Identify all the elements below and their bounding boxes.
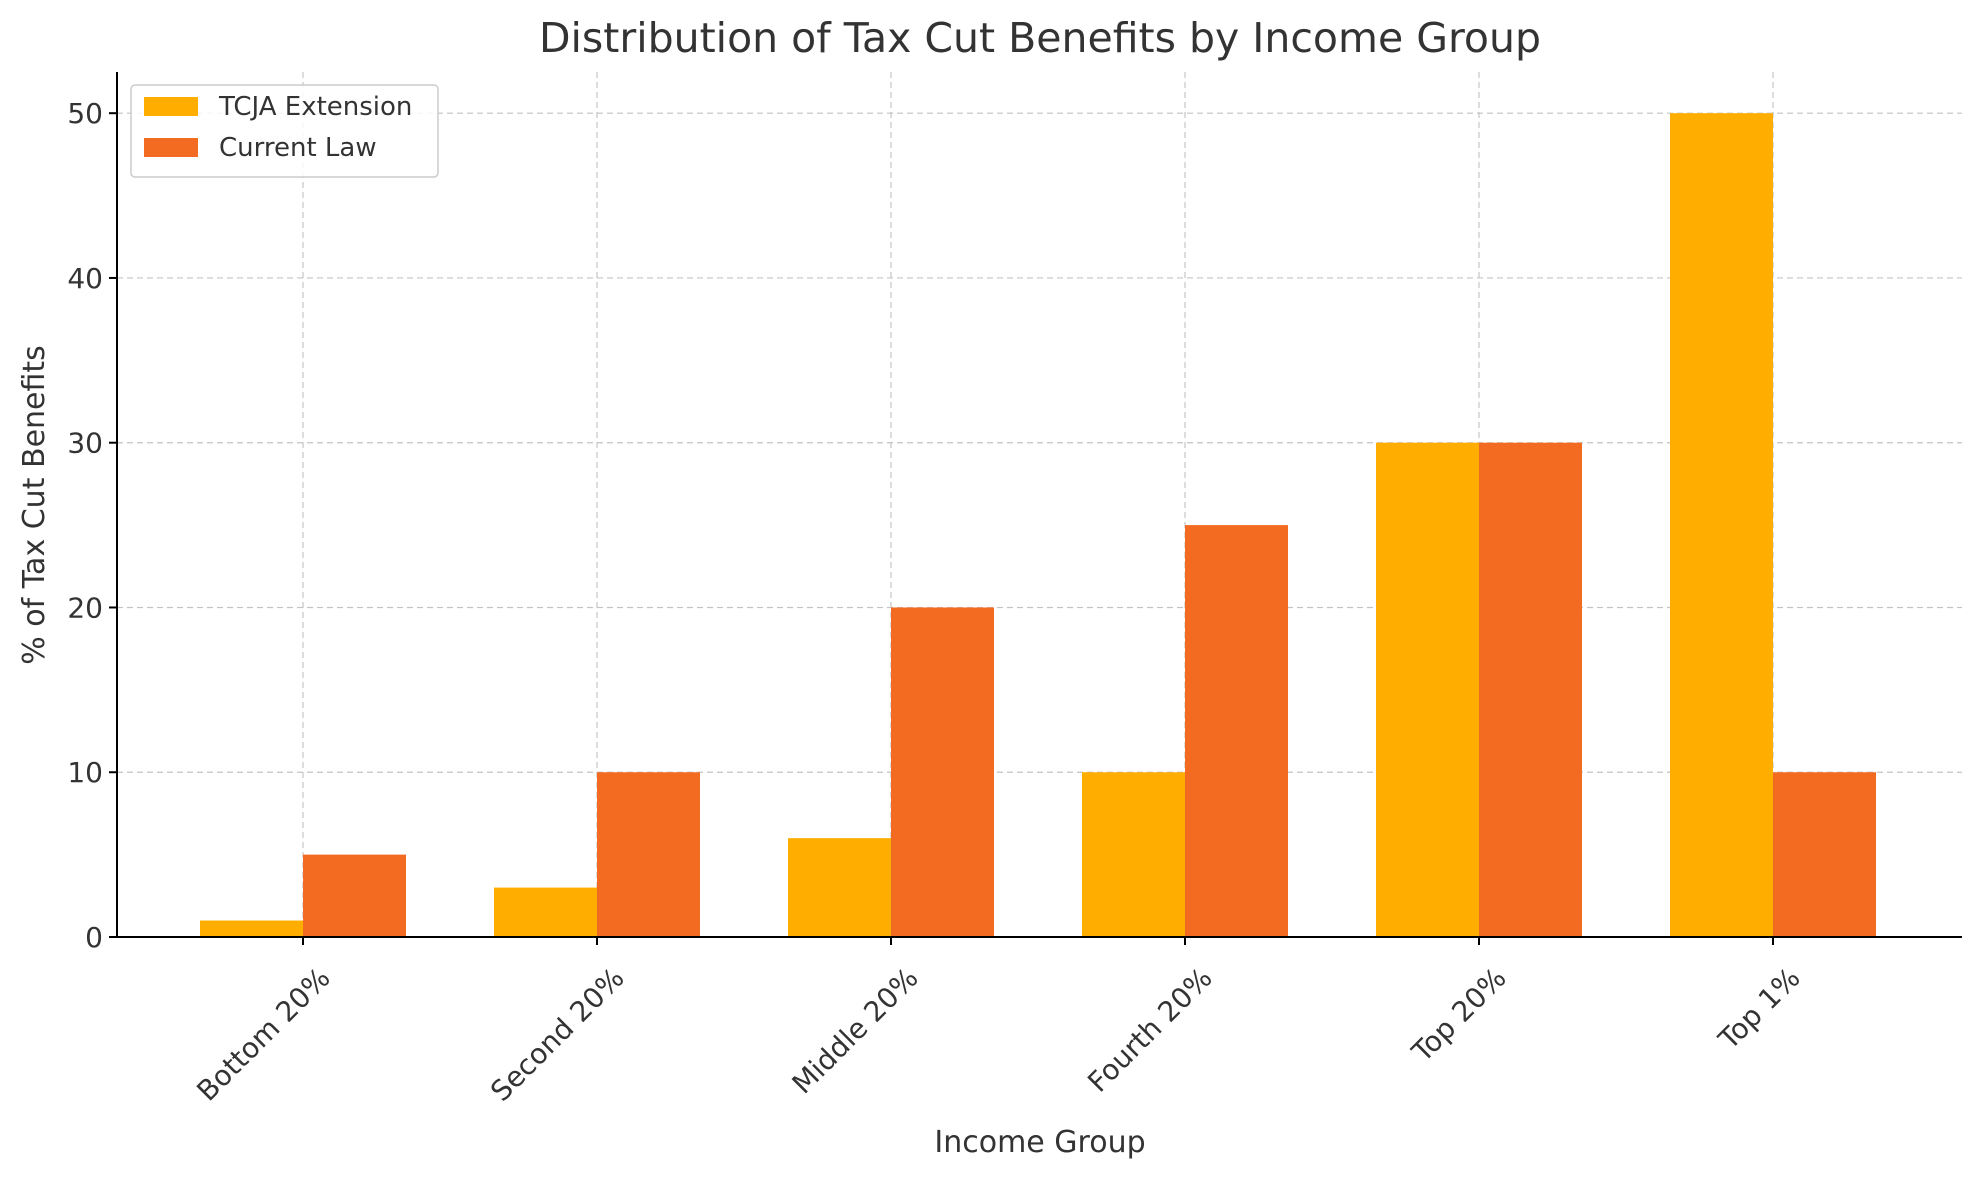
bar-tcja-extension-4: [1376, 442, 1479, 937]
bar-tcja-extension-5: [1670, 113, 1773, 937]
bar-current-law-1: [597, 772, 700, 937]
legend: TCJA Extension Current Law: [130, 84, 439, 178]
bar-current-law-0: [303, 854, 406, 937]
bar-tcja-extension-0: [200, 920, 303, 937]
axes: [116, 72, 1962, 938]
bar-current-law-3: [1185, 525, 1288, 937]
x-axis-title: Income Group: [934, 1125, 1145, 1160]
y-tick-label: 50: [67, 97, 103, 130]
bar-current-law-2: [891, 607, 994, 937]
bar-tcja-extension-1: [494, 887, 597, 937]
y-tick-label: 30: [67, 427, 103, 460]
x-tick-label: Fourth 20%: [1081, 961, 1218, 1098]
x-tick-label: Top 20%: [1405, 961, 1513, 1069]
bar-tcja-extension-2: [788, 838, 891, 937]
legend-swatch-current-law: [144, 138, 198, 157]
legend-frame: [130, 84, 439, 178]
bar-current-law-4: [1479, 442, 1582, 937]
x-tick-label: Second 20%: [484, 961, 631, 1108]
bar-tcja-extension-3: [1082, 772, 1185, 937]
y-axis-title: % of Tax Cut Benefits: [17, 345, 52, 665]
legend-label-current-law: Current Law: [219, 133, 377, 163]
x-tick-label: Bottom 20%: [190, 961, 336, 1107]
bars: [200, 113, 1876, 937]
x-tick-label: Top 1%: [1711, 961, 1806, 1056]
bar-current-law-5: [1773, 772, 1876, 937]
y-tick-label: 10: [67, 756, 103, 789]
y-tick-label: 0: [85, 921, 103, 954]
y-tick-label: 40: [67, 262, 103, 295]
y-tick-label: 20: [67, 591, 103, 624]
legend-label-tcja-extension: TCJA Extension: [218, 92, 412, 122]
chart-title: Distribution of Tax Cut Benefits by Inco…: [539, 14, 1541, 62]
legend-swatch-tcja-extension: [144, 97, 198, 116]
x-tick-label: Middle 20%: [786, 961, 925, 1100]
